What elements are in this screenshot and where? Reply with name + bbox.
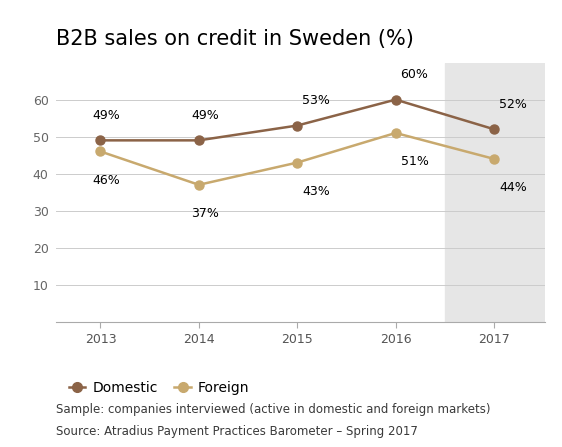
Text: 51%: 51%: [401, 155, 428, 168]
Text: 52%: 52%: [499, 98, 527, 111]
Text: 60%: 60%: [401, 68, 428, 81]
Text: 44%: 44%: [499, 181, 527, 194]
Text: 43%: 43%: [302, 185, 330, 198]
Text: Sample: companies interviewed (active in domestic and foreign markets): Sample: companies interviewed (active in…: [56, 403, 491, 416]
Bar: [445, 63, 545, 322]
Text: Source: Atradius Payment Practices Barometer – Spring 2017: Source: Atradius Payment Practices Barom…: [56, 425, 418, 438]
Text: 49%: 49%: [191, 109, 219, 122]
Text: B2B sales on credit in Sweden (%): B2B sales on credit in Sweden (%): [56, 29, 414, 49]
Text: 53%: 53%: [302, 94, 330, 107]
Text: 37%: 37%: [191, 207, 219, 220]
Legend: Domestic, Foreign: Domestic, Foreign: [63, 375, 255, 401]
Text: 49%: 49%: [93, 109, 120, 122]
Text: 46%: 46%: [93, 174, 120, 187]
